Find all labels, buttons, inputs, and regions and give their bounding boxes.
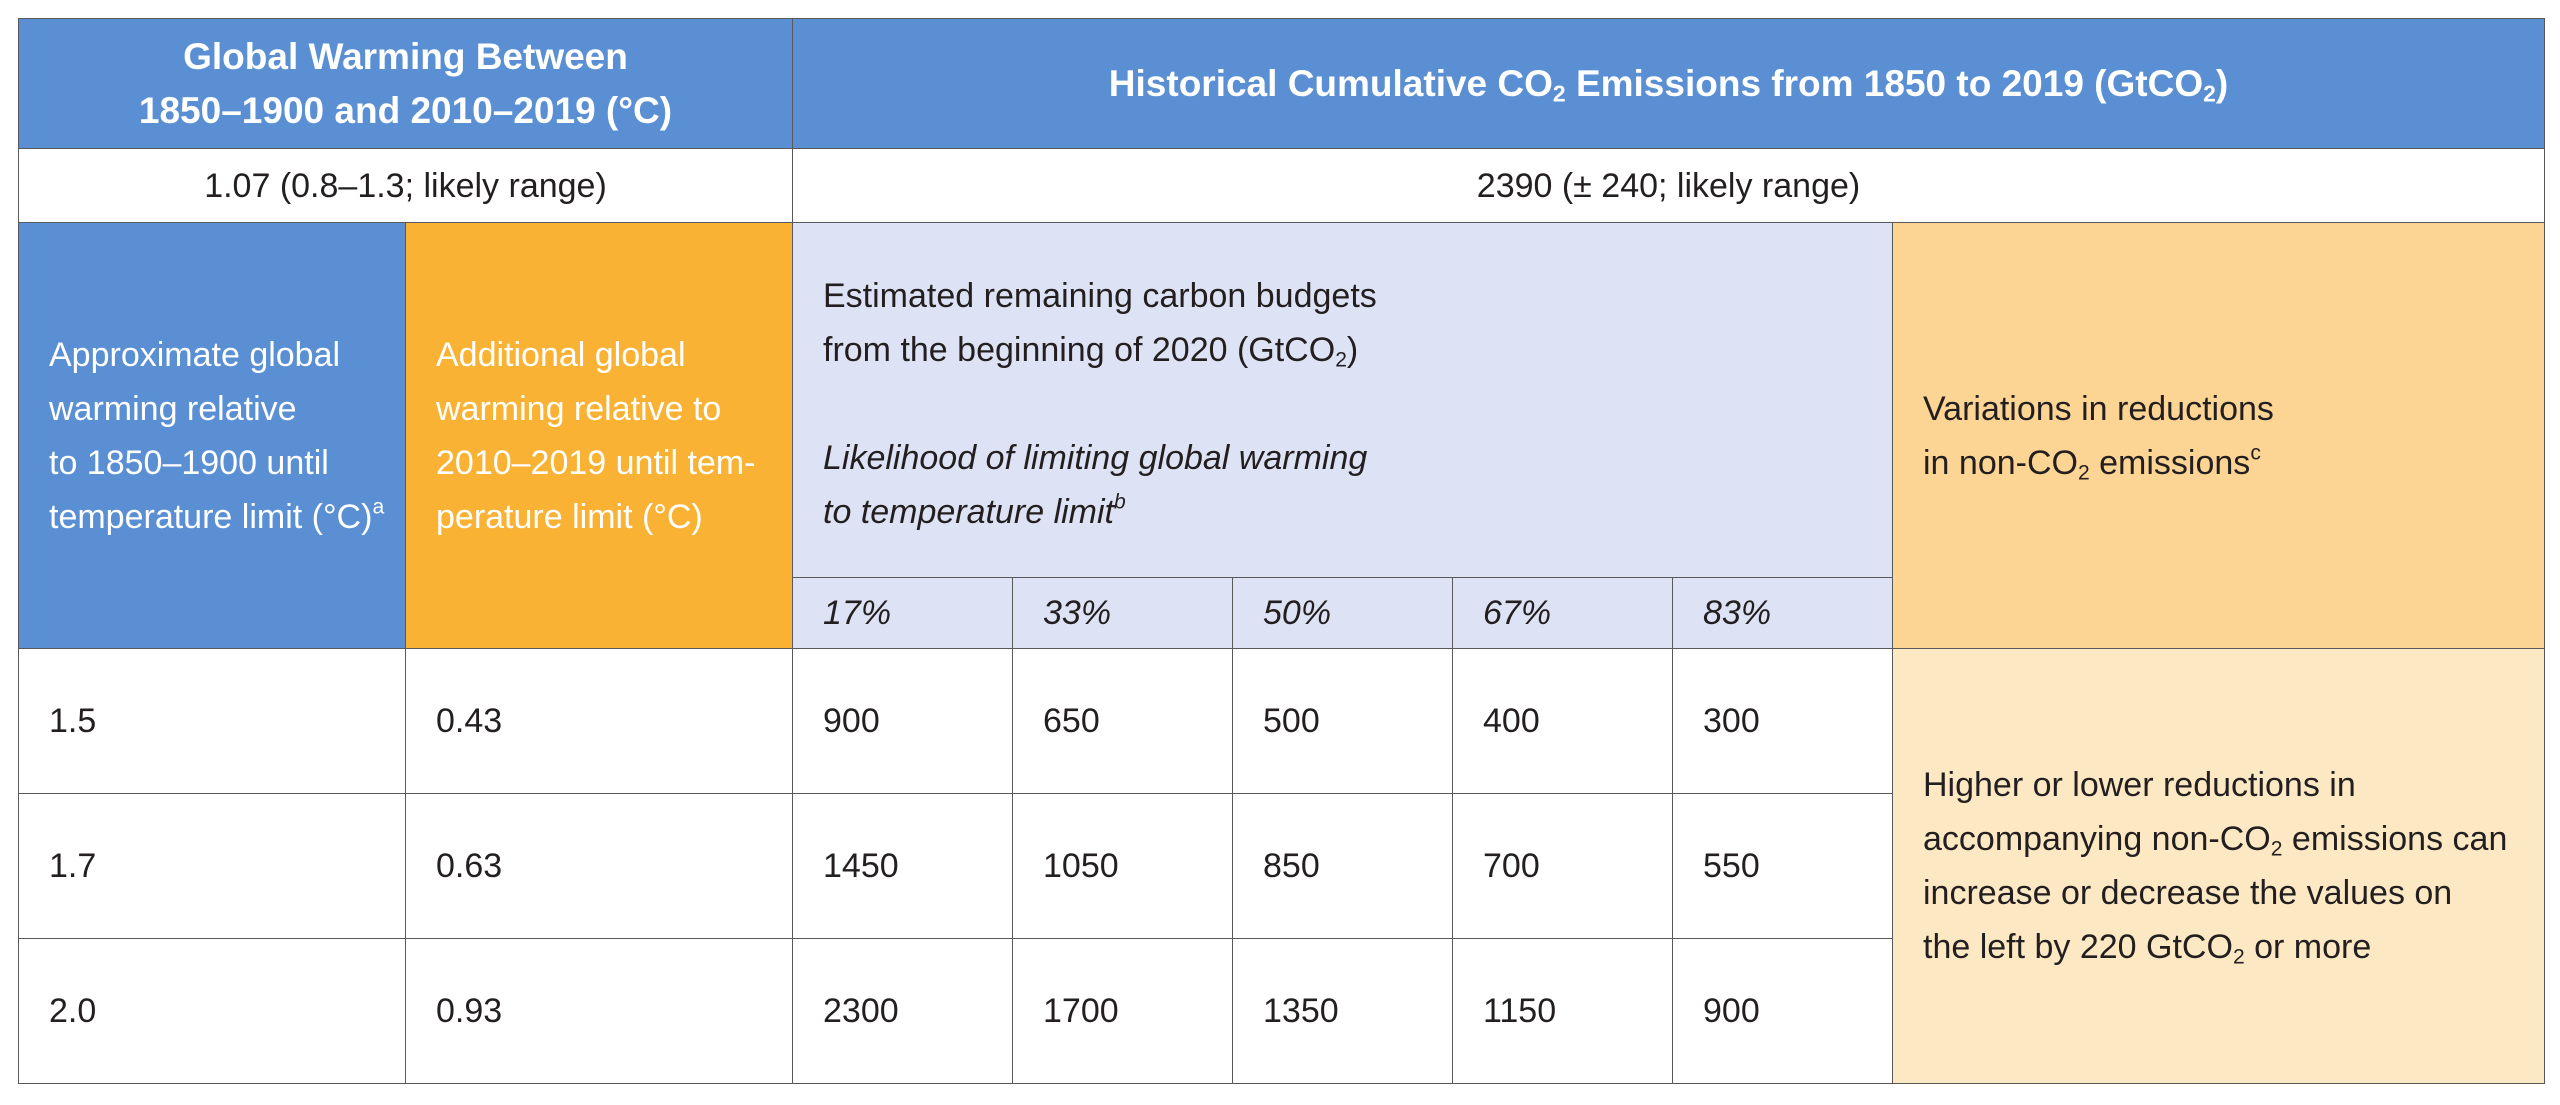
percentile-cell: 33% (1012, 577, 1233, 649)
approx-warming-header: Approximate global warming relative to 1… (18, 222, 406, 649)
budget-value: 400 (1452, 648, 1673, 794)
percentile-row: 17% 33% 50% 67% 83% (19, 577, 2545, 649)
variations-header: Variations in reductions in non-CO2 emis… (1892, 222, 2545, 649)
variations-note-cell: Higher or lower reductions in accompanyi… (1892, 648, 2545, 1084)
note-line3: increase or decrease the values on (1923, 874, 2453, 912)
additional-header-line: 2010–2019 until tem- (436, 443, 756, 482)
emissions-title-subscript: 2 (1552, 80, 1566, 107)
budget-header-line1: Estimated remaining carbon budgets (823, 277, 1377, 315)
budget-value: 1350 (1232, 938, 1453, 1084)
budget-value: 1700 (1012, 938, 1233, 1084)
percentile-cell: 83% (1672, 577, 1893, 649)
emissions-range-cell: 2390 (± 240; likely range) (792, 148, 2545, 223)
budget-header-line2: from the beginning of 2020 (GtCO2) (823, 331, 1359, 372)
percentile-cell: 17% (792, 577, 1013, 649)
warming-title-cell: Global Warming Between 1850–1900 and 201… (18, 18, 793, 149)
approx-header-line: temperature limit (°C)a (49, 494, 385, 536)
note-line4: the left by 220 GtCO2 or more (1923, 928, 2372, 969)
table-row: 2.0 0.93 2300 1700 1350 1150 900 (18, 938, 2545, 1084)
carbon-budget-table: Global Warming Between 1850–1900 and 201… (18, 18, 2545, 1084)
budget-value: 500 (1232, 648, 1453, 794)
emissions-title-subscript: 2 (2203, 80, 2216, 107)
table-row: 1.7 0.63 1450 1050 850 700 550 (18, 793, 2545, 939)
range-row: 1.07 (0.8–1.3; likely range) 2390 (± 240… (18, 148, 2545, 223)
approx-header-line: Approximate global (49, 335, 341, 374)
table-row: 1.5 0.43 900 650 500 400 300 Higher or l… (18, 648, 2545, 1084)
carbon-budget-header: Estimated remaining carbon budgets from … (792, 222, 1893, 578)
warming-title-line1: Global Warming Between (183, 35, 628, 77)
budget-value: 850 (1232, 793, 1453, 939)
additional-warming-value: 0.93 (405, 938, 793, 1084)
additional-header-line: warming relative to (436, 389, 722, 428)
budget-value: 1050 (1012, 793, 1233, 939)
note-line2: accompanying non-CO2 emissions can (1923, 820, 2508, 861)
warming-range-cell: 1.07 (0.8–1.3; likely range) (18, 148, 793, 223)
percentile-cell: 67% (1452, 577, 1673, 649)
budget-value: 900 (792, 648, 1013, 794)
percentile-cell: 50% (1232, 577, 1453, 649)
emissions-title-part: Emissions from 1850 to 2019 (GtCO (1565, 62, 2204, 104)
likelihood-line2: to temperature limitb (823, 490, 1126, 531)
likelihood-line1: Likelihood of limiting global warming (823, 439, 1368, 477)
column-header-row: Approximate global warming relative to 1… (18, 222, 2545, 649)
warming-title-line2: 1850–1900 and 2010–2019 (°C) (138, 89, 673, 131)
budget-value: 2300 (792, 938, 1013, 1084)
additional-header-line: perature limit (°C) (436, 497, 703, 536)
note-line1: Higher or lower reductions in (1923, 766, 2356, 804)
additional-warming-value: 0.63 (405, 793, 793, 939)
emissions-title-cell: Historical Cumulative CO2 Emissions from… (792, 18, 2545, 149)
emissions-title-part: ) (2215, 62, 2229, 104)
carbon-budget-table-container: Global Warming Between 1850–1900 and 201… (18, 18, 2545, 1084)
variations-line2: in non-CO2 emissionsc (1923, 440, 2261, 484)
approx-warming-value: 1.7 (18, 793, 406, 939)
budget-value: 900 (1672, 938, 1893, 1084)
emissions-title-part: Historical Cumulative CO (1108, 62, 1553, 104)
approx-header-line: warming relative (49, 389, 297, 428)
footnote-c-marker: c (2250, 440, 2261, 464)
additional-warming-value: 0.43 (405, 648, 793, 794)
budget-value: 1150 (1452, 938, 1673, 1084)
additional-header-line: Additional global (436, 335, 686, 374)
approx-warming-value: 1.5 (18, 648, 406, 794)
budget-value: 700 (1452, 793, 1673, 939)
additional-warming-header: Additional global warming relative to 20… (405, 222, 793, 649)
approx-warming-value: 2.0 (18, 938, 406, 1084)
footnote-a-marker: a (372, 494, 385, 518)
approx-header-line: to 1850–1900 until (49, 443, 329, 482)
budget-value: 550 (1672, 793, 1893, 939)
budget-value: 650 (1012, 648, 1233, 794)
variations-line1: Variations in reductions (1923, 389, 2274, 428)
budget-value: 1450 (792, 793, 1013, 939)
budget-value: 300 (1672, 648, 1893, 794)
footnote-b-marker: b (1114, 490, 1126, 514)
title-row: Global Warming Between 1850–1900 and 201… (18, 18, 2545, 149)
